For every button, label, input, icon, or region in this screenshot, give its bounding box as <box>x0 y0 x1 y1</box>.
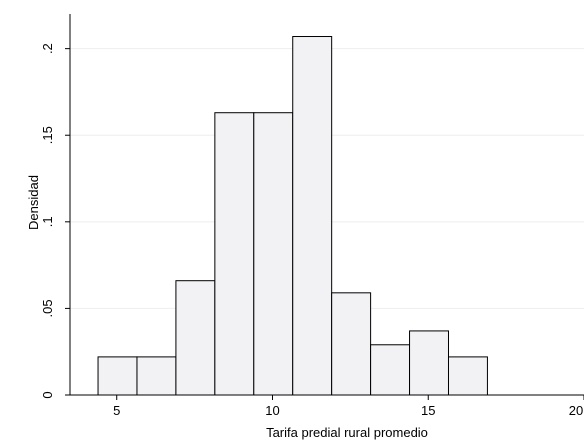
y-tick-label: .15 <box>40 126 55 144</box>
histogram-bar <box>253 112 294 396</box>
histogram-bar <box>214 112 255 396</box>
x-axis-title: Tarifa predial rural promedio <box>266 425 428 440</box>
x-tick-label: 5 <box>113 403 120 418</box>
y-tick-label: .05 <box>40 299 55 317</box>
y-axis-title: Densidad <box>26 175 41 230</box>
x-tick-label: 10 <box>265 403 279 418</box>
x-axis-ticks: 5 10 15 20 <box>113 395 584 418</box>
histogram-bar <box>292 36 333 396</box>
x-tick-label: 15 <box>421 403 435 418</box>
y-tick-label: .1 <box>40 216 55 227</box>
y-tick-label: .2 <box>40 43 55 54</box>
histogram-bar <box>370 344 411 396</box>
y-tick-label: 0 <box>40 391 55 398</box>
histogram-bar <box>331 292 372 396</box>
histogram-bar <box>409 330 449 396</box>
histogram-bar <box>97 356 138 396</box>
y-axis-ticks: 0 .05 .1 .15 .2 <box>40 43 70 399</box>
histogram-bars <box>97 36 488 396</box>
histogram-bar <box>175 280 216 396</box>
histogram-bar <box>136 356 177 396</box>
x-tick-label: 20 <box>569 403 583 418</box>
histogram-bar <box>447 356 488 396</box>
